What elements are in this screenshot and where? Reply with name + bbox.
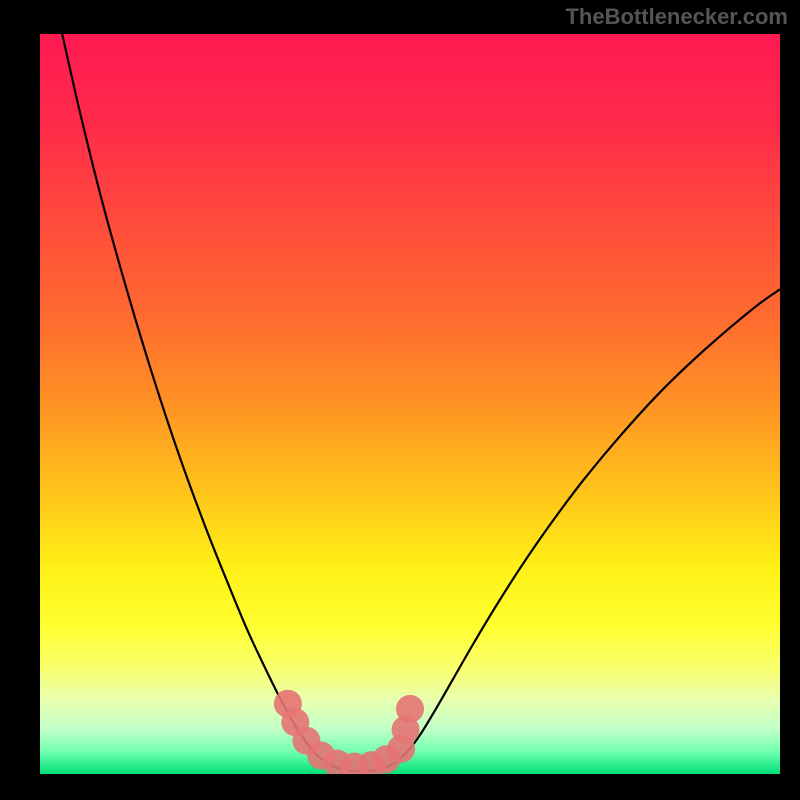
curve-layer (40, 34, 780, 774)
plot-area (40, 34, 780, 774)
trough-marker (396, 695, 424, 723)
watermark-text: TheBottlenecker.com (565, 4, 788, 30)
bottleneck-curve (62, 34, 780, 771)
chart-container: TheBottlenecker.com (0, 0, 800, 800)
trough-marker-group (274, 690, 424, 774)
